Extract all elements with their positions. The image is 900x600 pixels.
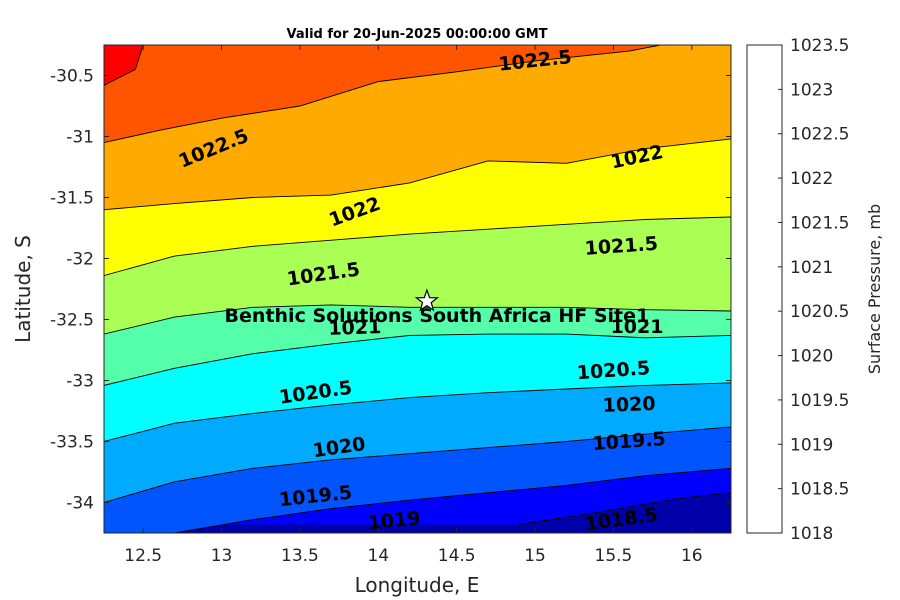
plot-frame — [103, 44, 732, 534]
contour-label-4: 1021.5 — [584, 233, 659, 260]
contour-fills — [104, 45, 731, 533]
x-axis-ticks: 12.5 13 13.5 14 14.5 15 15.5 16 — [124, 45, 703, 566]
colorbar-tick-label: 1023 — [790, 80, 833, 100]
site-star-icon — [414, 288, 440, 312]
colorbar-tick-label: 1022 — [790, 169, 833, 189]
x-tick-label: 12.5 — [124, 546, 162, 566]
x-tick-label: 15.5 — [595, 546, 633, 566]
contour-line-1018.5 — [519, 492, 731, 525]
band-fill-1022.5 — [104, 45, 661, 143]
contour-label-7: 1021 — [611, 316, 664, 338]
x-tick-label: 16 — [681, 546, 703, 566]
site-marker-group: Benthic Solutions South Africa HF Site1 — [225, 288, 650, 327]
contour-label-12: 1019.5 — [592, 428, 667, 455]
y-tick-label: -32.5 — [50, 311, 94, 331]
site-label: Benthic Solutions South Africa HF Site1 — [225, 305, 650, 327]
colorbar-tick-label: 1019.5 — [790, 391, 849, 411]
y-tick-label: -30.5 — [50, 67, 94, 87]
colorbar-tick-label: 1020.5 — [790, 302, 849, 322]
y-tick-label: -33 — [66, 372, 94, 392]
colorbar-tick-label: 1018 — [790, 524, 833, 544]
x-tick-label: 13.5 — [281, 546, 319, 566]
band-fill-1023 — [104, 45, 144, 86]
contour-line-1023 — [104, 45, 144, 86]
contour-line-1019 — [174, 467, 731, 533]
colorbar-frame — [746, 44, 783, 534]
y-tick-label: -31.5 — [50, 189, 94, 209]
colorbar-title: Surface Pressure, mb — [865, 204, 884, 374]
contour-label-14: 1019 — [367, 507, 422, 534]
contour-label-8: 1020.5 — [576, 357, 651, 384]
colorbar-tick-label: 1018.5 — [790, 480, 849, 500]
colorbar-tick-label: 1023.5 — [790, 36, 849, 56]
contour-line-1022 — [104, 138, 731, 211]
contour-lines — [104, 45, 731, 533]
colorbar-tick-label: 1019 — [790, 435, 833, 455]
contour-label-10: 1020 — [602, 393, 656, 417]
contour-line-1021.5 — [104, 216, 731, 277]
y-axis-label: Latitude, S — [11, 235, 35, 343]
y-tick-label: -34 — [66, 494, 94, 514]
contour-line-1022.5 — [104, 45, 661, 144]
y-tick-label: -32 — [66, 250, 94, 270]
colorbar-tick-label: 1022.5 — [790, 125, 849, 145]
x-tick-label: 13 — [211, 546, 233, 566]
colorbar-tick-label: 1020 — [790, 347, 833, 367]
chart-title: Valid for 20-Jun-2025 00:00:00 GMT — [287, 27, 548, 42]
contour-line-1020.5 — [104, 333, 731, 386]
y-tick-label: -33.5 — [50, 433, 94, 453]
contour-line-1020 — [104, 382, 731, 442]
contour-line-1021 — [104, 304, 731, 335]
x-tick-label: 15 — [524, 546, 546, 566]
y-axis-ticks: -30.5 -31 -31.5 -32 -32.5 -33 -33.5 -34 — [50, 67, 731, 514]
colorbar: 1018 1018.5 1019 1019.5 1020 1020.5 1021 1021.5… — [746, 36, 849, 544]
colorbar-tick-label: 1021.5 — [790, 213, 849, 233]
x-axis-label: Longitude, E — [355, 573, 480, 597]
contour-label-6: 1021 — [328, 316, 382, 340]
colorbar-tick-label: 1021 — [790, 258, 833, 278]
y-tick-label: -31 — [66, 128, 94, 148]
x-tick-label: 14 — [367, 546, 389, 566]
contour-line-1019.5 — [104, 426, 731, 503]
x-tick-label: 14.5 — [438, 546, 476, 566]
